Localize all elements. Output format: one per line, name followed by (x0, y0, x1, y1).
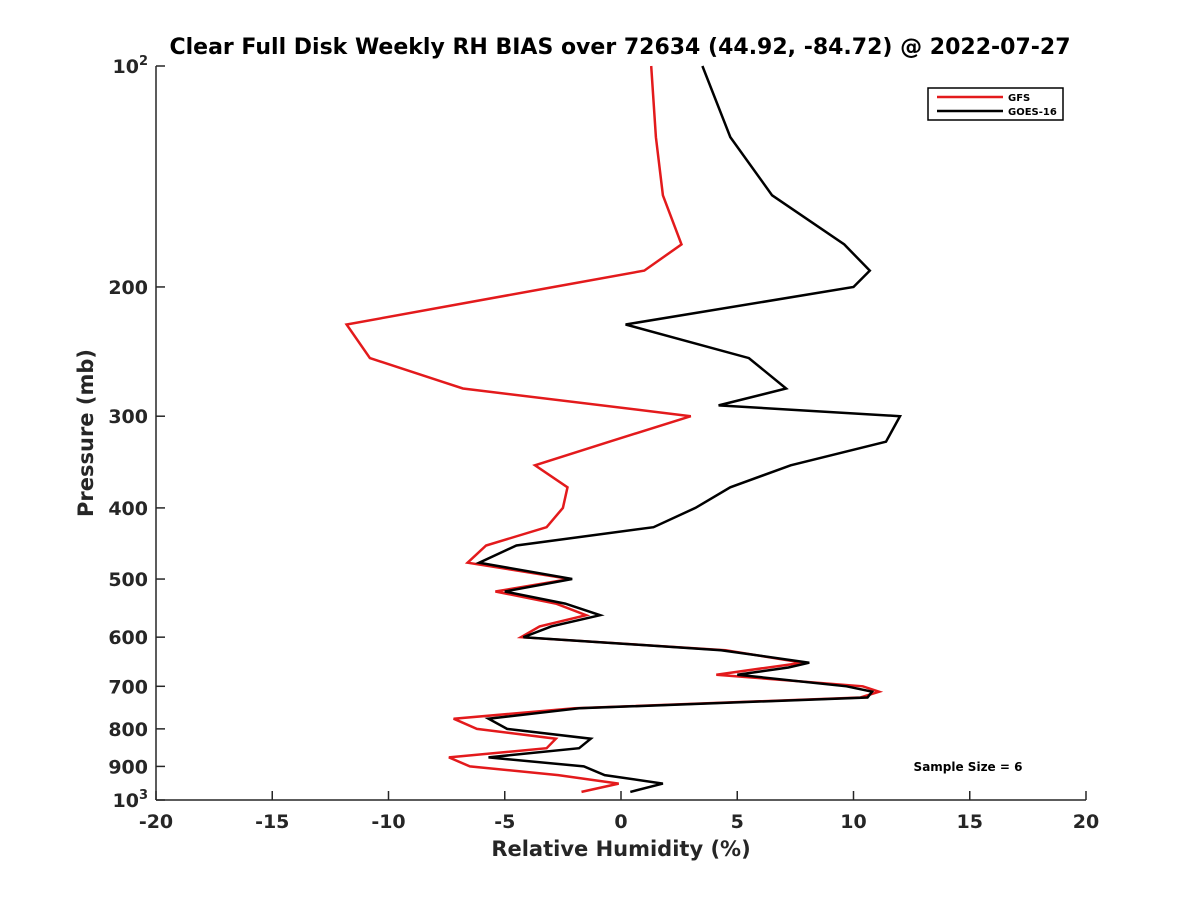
y-tick-label: 200 (108, 277, 148, 299)
y-tick-label: 600 (108, 627, 148, 649)
y-axis-label: Pressure (mb) (74, 349, 98, 517)
series-layer (344, 65, 903, 794)
legend-label: GOES-16 (1008, 107, 1057, 118)
sample-size-annotation: Sample Size = 6 (914, 760, 1023, 774)
legend: GFS GOES-16 (927, 87, 1064, 121)
x-tick-label: 10 (840, 811, 866, 833)
series-line-gfs (344, 65, 884, 794)
y-tick-label: 900 (108, 756, 148, 778)
y-tick-label: 700 (108, 676, 148, 698)
series-line-goes-16 (475, 65, 903, 794)
y-tick-label: 102 (113, 54, 149, 78)
legend-entries: GFS GOES-16 (937, 93, 1057, 118)
legend-box (927, 87, 1064, 121)
x-axis-label: Relative Humidity (%) (491, 837, 750, 861)
y-tick-label: 400 (108, 498, 148, 520)
chart-title: Clear Full Disk Weekly RH BIAS over 7263… (169, 35, 1070, 60)
x-tick-label: 5 (731, 811, 744, 833)
x-tick-label: -5 (494, 811, 515, 833)
y-tick-label: 800 (108, 719, 148, 741)
x-tick-label: 0 (614, 811, 627, 833)
axes-layer: -20 -15 -10 -5 0 5 10 15 20 102 200 300 400 500 600 700… (108, 54, 1099, 833)
x-tick-label: 15 (957, 811, 983, 833)
legend-label: GFS (1008, 93, 1030, 104)
x-tick-label: -10 (371, 811, 405, 833)
x-tick-label: -15 (255, 811, 289, 833)
y-tick-label: 500 (108, 569, 148, 591)
x-tick-label: 20 (1073, 811, 1099, 833)
y-tick-label: 300 (108, 406, 148, 428)
x-tick-label: -20 (139, 811, 173, 833)
y-tick-label: 103 (113, 788, 149, 812)
